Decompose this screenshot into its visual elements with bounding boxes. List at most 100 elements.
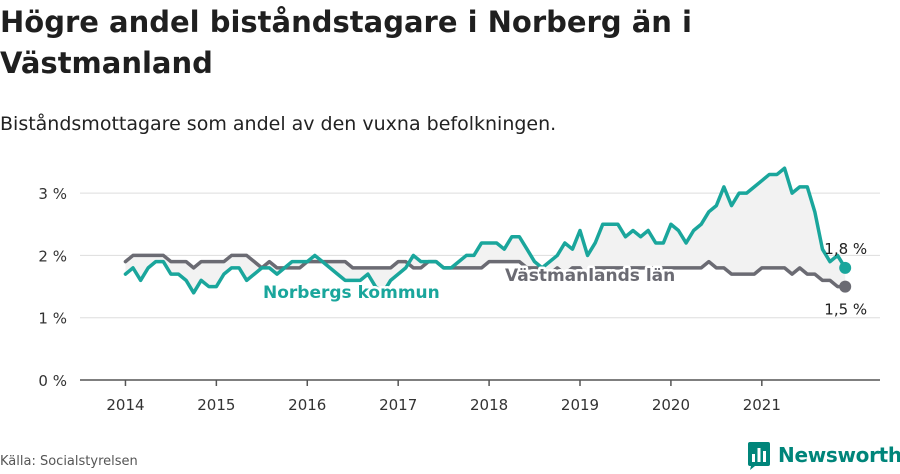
data-point xyxy=(154,254,157,257)
x-tick-label: 2019 xyxy=(561,396,599,414)
data-point xyxy=(571,248,574,251)
data-point xyxy=(821,279,824,282)
data-point xyxy=(253,273,256,276)
data-point xyxy=(336,273,339,276)
data-point xyxy=(480,241,483,244)
data-point xyxy=(344,260,347,263)
data-point xyxy=(245,254,248,257)
data-point xyxy=(298,260,301,263)
chart-subtitle: Biståndsmottagare som andel av den vuxna… xyxy=(0,113,557,135)
data-point xyxy=(806,273,809,276)
data-point xyxy=(207,285,210,288)
data-point xyxy=(291,260,294,263)
data-point xyxy=(177,260,180,263)
source-note: Källa: Socialstyrelsen xyxy=(0,454,138,469)
data-point xyxy=(738,192,741,195)
data-point xyxy=(419,266,422,269)
data-point xyxy=(139,279,142,282)
data-point xyxy=(745,273,748,276)
x-tick-label: 2015 xyxy=(197,396,235,414)
data-point xyxy=(503,260,506,263)
data-point xyxy=(768,173,771,176)
newsworthy-logo-icon xyxy=(748,442,770,470)
data-point xyxy=(662,241,665,244)
data-point xyxy=(412,266,415,269)
series-line-norberg xyxy=(123,166,847,295)
data-point xyxy=(351,266,354,269)
data-point xyxy=(238,266,241,269)
data-point xyxy=(836,285,839,288)
data-point xyxy=(230,254,233,257)
data-point xyxy=(783,266,786,269)
data-point xyxy=(162,254,165,257)
data-point xyxy=(798,266,801,269)
data-point xyxy=(359,266,362,269)
data-point xyxy=(276,266,279,269)
data-point xyxy=(518,260,521,263)
data-point xyxy=(760,179,763,182)
page-title: Högre andel biståndstagare i Norberg än … xyxy=(0,5,692,80)
data-point xyxy=(768,266,771,269)
brand-logo[interactable]: Newsworthy xyxy=(746,440,900,470)
data-point xyxy=(730,204,733,207)
data-point xyxy=(579,229,582,232)
data-point xyxy=(783,167,786,170)
data-point xyxy=(192,266,195,269)
data-point xyxy=(276,273,279,276)
data-point xyxy=(472,254,475,257)
data-point xyxy=(132,266,135,269)
data-point xyxy=(397,260,400,263)
data-point xyxy=(495,260,498,263)
data-point xyxy=(707,210,710,213)
data-point xyxy=(169,260,172,263)
data-point xyxy=(548,260,551,263)
data-point xyxy=(238,254,241,257)
y-tick-label: 3 % xyxy=(38,185,67,203)
data-point xyxy=(215,260,218,263)
data-point xyxy=(526,248,529,251)
data-point xyxy=(495,241,498,244)
data-point xyxy=(503,248,506,251)
end-point-marker xyxy=(839,280,852,293)
data-point xyxy=(419,260,422,263)
data-point xyxy=(154,260,157,263)
data-point xyxy=(283,266,286,269)
data-point xyxy=(791,273,794,276)
data-point xyxy=(389,279,392,282)
series-lines-layer xyxy=(123,166,852,295)
data-point xyxy=(215,285,218,288)
data-point xyxy=(753,273,756,276)
series-label-vastmanland-halo: Västmanlands län xyxy=(505,266,675,286)
series-line-vastmanland xyxy=(123,253,847,289)
data-point xyxy=(192,291,195,294)
data-point xyxy=(185,279,188,282)
data-point xyxy=(268,266,271,269)
data-point xyxy=(359,279,362,282)
data-point xyxy=(329,266,332,269)
data-point xyxy=(162,260,165,263)
data-point xyxy=(291,266,294,269)
data-point xyxy=(298,266,301,269)
data-point xyxy=(450,266,453,269)
data-point xyxy=(306,260,309,263)
data-point xyxy=(488,241,491,244)
data-point xyxy=(147,254,150,257)
data-point xyxy=(692,229,695,232)
data-point xyxy=(715,204,718,207)
data-point xyxy=(313,260,316,263)
x-tick-label: 2020 xyxy=(652,396,690,414)
data-point xyxy=(488,260,491,263)
series-label-norberg-halo: Norbergs kommun xyxy=(263,283,440,303)
data-point xyxy=(404,260,407,263)
data-point xyxy=(730,273,733,276)
data-point xyxy=(533,260,536,263)
data-point xyxy=(397,273,400,276)
data-point xyxy=(404,266,407,269)
data-point xyxy=(700,266,703,269)
brand-name: Newsworthy xyxy=(778,443,900,467)
data-point xyxy=(556,254,559,257)
data-point xyxy=(798,185,801,188)
data-point xyxy=(207,260,210,263)
